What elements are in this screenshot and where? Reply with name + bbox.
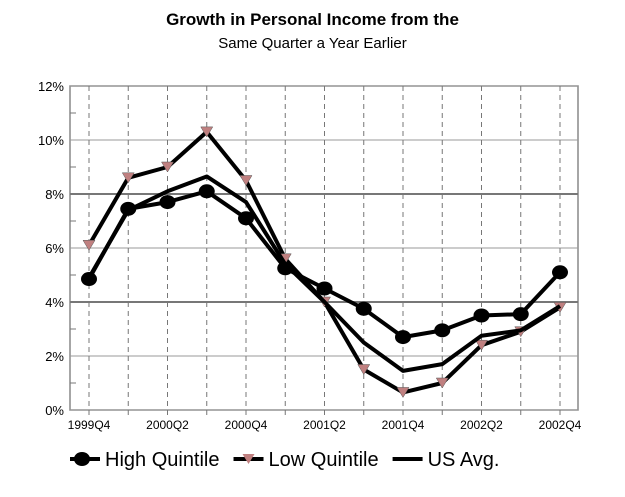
data-point [475,339,488,351]
data-point [198,184,215,199]
data-point [396,387,410,398]
x-tick-label: 2001Q2 [303,418,346,432]
y-tick-label: 0% [45,403,64,418]
x-tick-label: 1999Q4 [68,418,111,432]
data-point [512,307,529,322]
data-point [355,301,372,316]
data-point [161,161,174,173]
series-line-2 [87,174,562,373]
data-point [552,265,568,280]
legend-marker [74,452,90,466]
data-point [473,308,490,323]
data-point [316,281,333,296]
x-tick-label: 2000Q2 [146,418,189,432]
y-tick-label: 2% [45,349,64,364]
data-point [200,126,214,138]
y-tick-label: 6% [45,241,64,256]
legend-marker [242,454,255,464]
y-tick-label: 10% [38,133,64,148]
data-point [81,272,97,287]
chart-subtitle: Same Quarter a Year Earlier [218,35,407,52]
data-point [121,172,135,184]
x-tick-label: 2000Q4 [225,418,268,432]
x-tick-label: 2002Q4 [539,418,582,432]
legend-label: US Avg. [428,449,500,471]
data-point [239,175,253,186]
y-tick-label: 4% [45,295,64,310]
data-point [434,323,451,338]
data-point [357,364,371,375]
data-point [395,330,411,345]
data-point [238,211,254,226]
x-tick-label: 2001Q4 [382,418,425,432]
chart-title: Growth in Personal Income from the [166,10,459,29]
legend-label: Low Quintile [269,449,379,471]
data-point [435,377,449,389]
data-point [159,195,176,210]
x-tick-label: 2002Q2 [460,418,503,432]
y-tick-label: 8% [45,187,64,202]
legend-label: High Quintile [105,449,220,471]
y-tick-label: 12% [38,79,64,94]
data-point [82,240,96,251]
